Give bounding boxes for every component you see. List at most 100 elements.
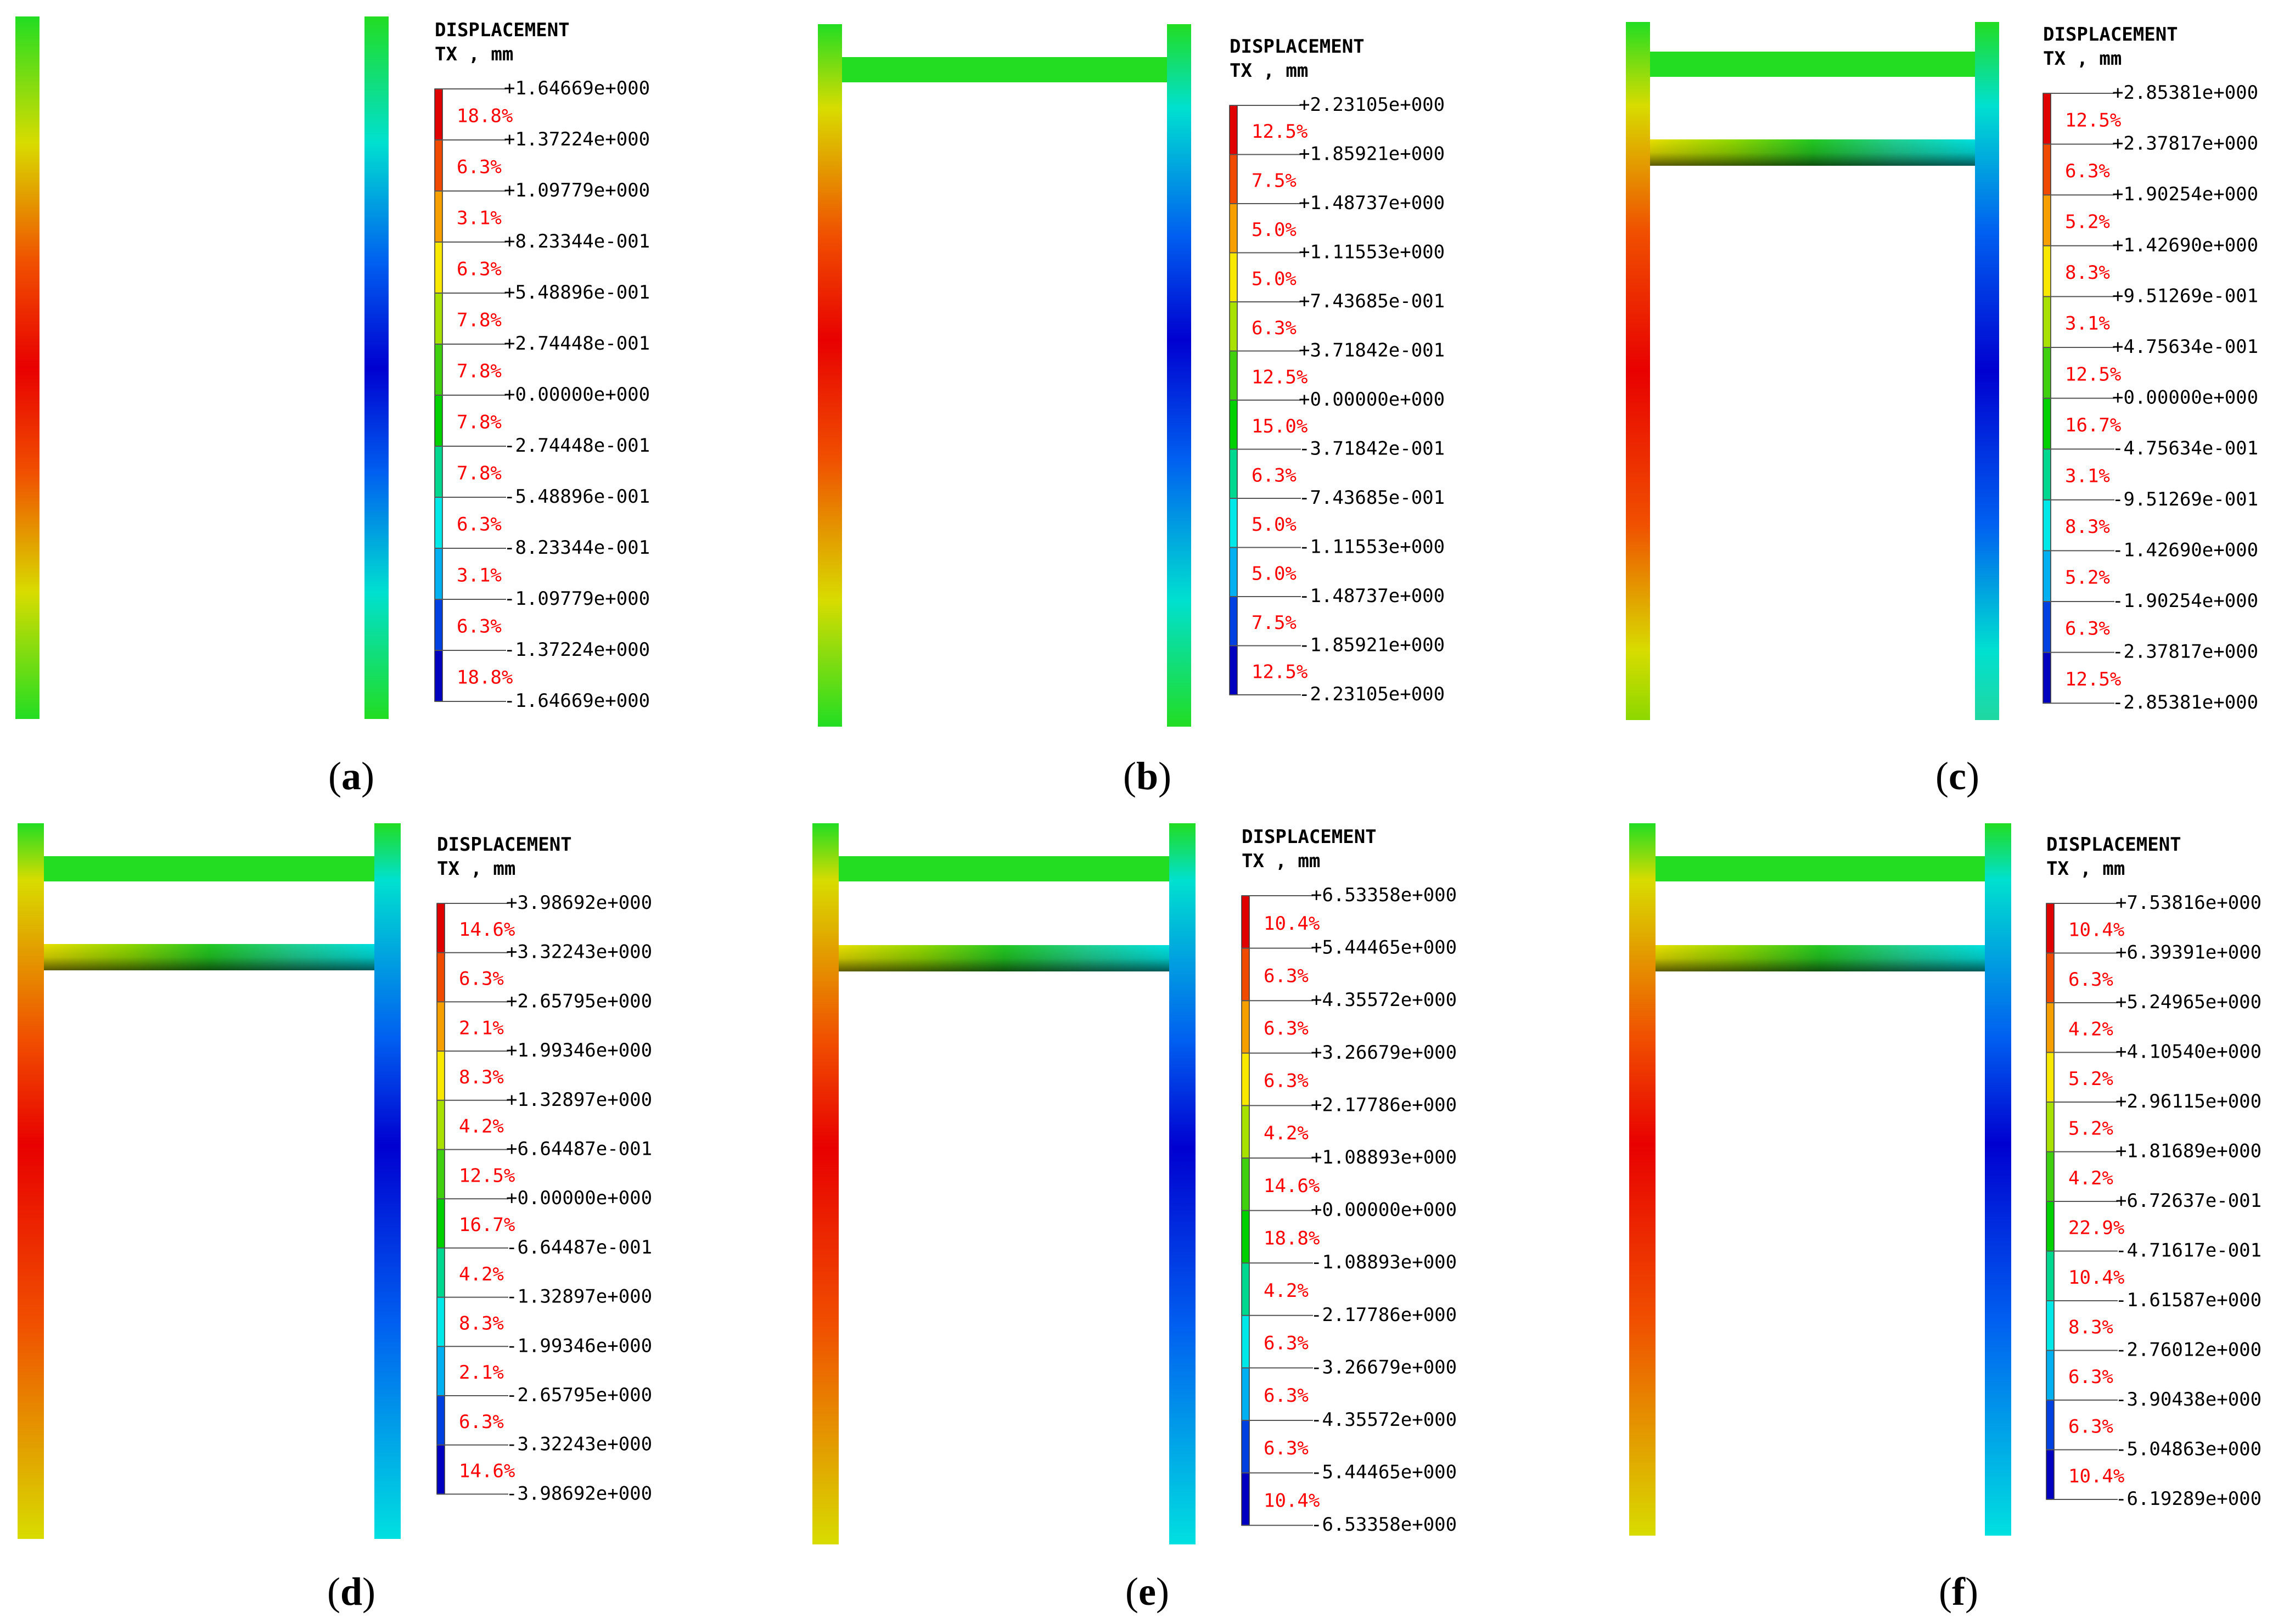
legend-value: +3.32243e+000 — [506, 941, 652, 963]
legend-value: -2.85381e+000 — [2112, 692, 2258, 713]
legend-value: -2.17786e+000 — [1311, 1304, 1457, 1326]
legend-value: +6.72637e-001 — [2116, 1190, 2262, 1212]
left-column — [1626, 22, 1650, 720]
legend-band — [435, 344, 442, 395]
legend-percent: 12.5% — [1252, 661, 1308, 683]
cross-beam-shade — [1656, 945, 1985, 971]
caption: (e) — [1125, 1570, 1169, 1614]
legend-value: +1.08893e+000 — [1311, 1147, 1457, 1168]
legend-value: +4.10540e+000 — [2116, 1041, 2262, 1063]
legend-band — [2046, 1400, 2054, 1450]
legend-band — [2043, 296, 2051, 347]
legend-value: -1.11553e+000 — [1299, 536, 1445, 558]
legend-value: +6.39391e+000 — [2116, 942, 2262, 964]
legend-title: DISPLACEMENT — [2043, 24, 2178, 46]
right-column — [1169, 823, 1196, 1544]
legend-band — [1242, 1420, 1249, 1473]
legend-value: -5.48896e-001 — [504, 486, 650, 508]
legend-percent: 6.3% — [459, 968, 504, 990]
legend-value: -2.37817e+000 — [2112, 641, 2258, 663]
legend-percent: 6.3% — [2068, 1366, 2113, 1388]
legend-percent: 6.3% — [2065, 617, 2110, 639]
legend-band — [1230, 645, 1237, 695]
caption: (a) — [328, 754, 374, 798]
legend-percent: 6.3% — [459, 1411, 504, 1433]
legend-band — [2046, 903, 2054, 953]
legend-band — [1242, 1210, 1249, 1263]
legend-value: -3.26679e+000 — [1311, 1356, 1457, 1378]
legend-band — [437, 952, 445, 1002]
legend-value: +3.26679e+000 — [1311, 1042, 1457, 1064]
legend-band — [437, 1297, 445, 1347]
legend-band — [435, 395, 442, 446]
top-beam — [44, 856, 374, 881]
legend-subtitle: TX , mm — [1242, 850, 1320, 872]
legend-band — [2046, 1350, 2054, 1400]
legend-value: -4.35572e+000 — [1311, 1409, 1457, 1431]
legend-value: +0.00000e+000 — [504, 384, 650, 406]
legend-subtitle: TX , mm — [2046, 858, 2125, 880]
legend-value: +1.09779e+000 — [504, 179, 650, 201]
legend-band — [2046, 1003, 2054, 1053]
legend-percent: 5.2% — [2068, 1068, 2113, 1090]
legend-percent: 16.7% — [2065, 414, 2121, 436]
legend-band — [1230, 449, 1237, 498]
legend-percent: 6.3% — [1252, 464, 1297, 486]
legend-band — [1242, 1105, 1249, 1158]
legend-band — [435, 293, 442, 344]
legend-percent: 12.5% — [2065, 109, 2121, 131]
legend-percent: 18.8% — [457, 105, 513, 127]
legend-percent: 4.2% — [459, 1116, 504, 1138]
legend-band — [2043, 245, 2051, 297]
top-beam — [842, 57, 1167, 82]
legend-band — [1230, 351, 1237, 400]
legend-percent: 6.3% — [2068, 969, 2113, 991]
legend-band — [437, 1199, 445, 1248]
legend-band — [437, 903, 445, 953]
legend-percent: 14.6% — [1264, 1175, 1320, 1197]
legend-value: +2.65795e+000 — [506, 990, 652, 1012]
legend-percent: 7.8% — [457, 310, 502, 331]
legend-value: -1.37224e+000 — [504, 639, 650, 661]
legend-band — [2046, 1301, 2054, 1351]
legend-percent: 7.5% — [1252, 170, 1297, 192]
legend-percent: 4.2% — [1264, 1122, 1309, 1144]
legend-value: +2.74448e-001 — [504, 333, 650, 355]
legend-band — [1242, 1158, 1249, 1211]
right-column — [364, 16, 389, 719]
legend-percent: 8.3% — [459, 1312, 504, 1334]
legend-value: +1.11553e+000 — [1299, 241, 1445, 263]
legend-band — [1230, 105, 1237, 155]
legend-value: -1.09779e+000 — [504, 588, 650, 610]
legend-value: -1.64669e+000 — [504, 690, 650, 712]
legend-band — [435, 191, 442, 242]
legend-subtitle: TX , mm — [2043, 48, 2122, 70]
legend-percent: 6.3% — [2068, 1415, 2113, 1437]
legend-value: +1.48737e+000 — [1299, 192, 1445, 214]
legend-band — [2043, 449, 2051, 500]
left-column — [18, 823, 44, 1539]
legend-percent: 6.3% — [1252, 317, 1297, 339]
legend-value: +2.23105e+000 — [1299, 94, 1445, 116]
legend-value: -3.98692e+000 — [506, 1482, 652, 1504]
legend-band — [1242, 1315, 1249, 1368]
legend-band — [435, 89, 442, 140]
legend-band — [1230, 597, 1237, 646]
legend-band — [2043, 93, 2051, 144]
legend-value: -4.75634e-001 — [2112, 437, 2258, 459]
legend-band — [1230, 400, 1237, 449]
legend-percent: 5.2% — [2065, 211, 2110, 233]
legend-percent: 5.0% — [1252, 563, 1297, 585]
legend-percent: 5.2% — [2065, 567, 2110, 589]
legend-band — [2043, 144, 2051, 195]
legend-value: -9.51269e-001 — [2112, 488, 2258, 510]
legend-percent: 6.3% — [1264, 1437, 1309, 1459]
left-column — [15, 16, 40, 719]
